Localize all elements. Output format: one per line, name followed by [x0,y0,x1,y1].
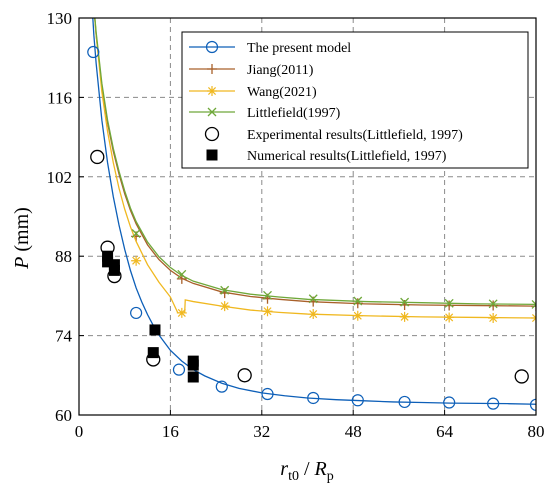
legend-item: Wang(2021) [189,85,317,100]
data-point [187,371,199,383]
series-marker [308,294,318,304]
x-tick-label: 48 [345,422,362,441]
y-tick-label: 102 [47,168,73,187]
series-marker [352,310,363,321]
y-tick-label: 130 [47,9,73,28]
data-point [108,259,120,271]
y-tick-label: 116 [47,88,72,107]
x-tick-label: 16 [162,422,179,441]
series-3 [94,18,536,309]
series-marker [177,269,187,279]
series-marker [261,387,274,401]
legend-marker [207,64,217,74]
data-point [514,369,529,384]
plot-frame [78,17,537,416]
series-marker [353,296,363,306]
data-point [108,264,120,276]
series-marker [529,398,536,411]
data-point [237,368,252,383]
series-marker [488,299,498,309]
legend-label: Littlefield(1997) [247,106,341,121]
legend-label: The present model [247,41,351,56]
series-marker [263,290,272,300]
data-point [102,256,114,268]
series-marker [307,391,320,405]
series-marker [487,397,500,410]
series-marker [215,380,228,393]
series-marker [444,298,454,308]
axis-ticks: 0 16 32 48 64 80 60 74 88 102 116 130 [47,9,545,441]
legend-item: Experimental results(Littlefield, 1997) [204,126,463,143]
y-tick-label: 74 [55,327,73,346]
x-tick-label: 80 [528,422,545,441]
legend-label: Experimental results(Littlefield, 1997) [247,128,463,143]
series-marker [488,313,499,324]
series-5 [102,250,199,383]
series-marker [352,298,363,309]
x-tick-label: 64 [436,422,454,441]
series-marker [131,229,141,238]
series-marker [172,363,186,376]
legend-marker [206,149,218,161]
series-marker [262,306,273,317]
series-marker [399,311,410,322]
series-marker [87,45,100,59]
y-tick-label: 88 [55,247,72,266]
series-marker [308,309,319,320]
series-marker [444,312,455,323]
series-marker [398,395,411,409]
series-marker [220,285,230,295]
x-tick-label: 32 [253,422,270,441]
legend-label: Numerical results(Littlefield, 1997) [247,149,447,164]
x-axis-label: rt0 / Rp [280,458,333,484]
legend-marker [207,86,217,96]
series-marker [488,300,499,311]
series-marker [176,307,187,318]
legend-label: Jiang(2011) [247,63,314,78]
legend: The present model Jiang(2011) Wang(2021) Li… [181,31,529,169]
series-marker [531,301,536,312]
series-marker [444,300,455,311]
data-point [187,359,199,371]
data-point [149,324,161,336]
x-tick-label: 0 [75,422,84,441]
series-marker [400,297,410,307]
y-tick-label: 60 [55,406,72,425]
legend-item: The present model [189,40,351,56]
series-line [94,18,536,306]
series-line [92,18,536,405]
legend-item: Jiang(2011) [189,63,314,78]
legend-box [181,31,529,169]
data-point [102,250,114,262]
y-axis-label: P (mm) [11,207,33,270]
chart-series [87,18,536,411]
legend-item: Numerical results(Littlefield, 1997) [206,149,447,164]
legend-marker [205,40,219,54]
legend-marker [204,126,220,142]
series-0 [87,18,536,411]
series-marker [130,306,143,320]
legend-marker [207,107,217,117]
legend-label: Wang(2021) [247,85,317,100]
series-marker [131,255,142,266]
series-2 [94,18,536,324]
series-marker [351,394,364,407]
series-marker [443,396,456,409]
data-point [90,149,105,165]
data-point [147,347,159,359]
legend-item: Littlefield(1997) [189,106,341,121]
series-marker [219,301,230,312]
series-marker [531,299,536,309]
